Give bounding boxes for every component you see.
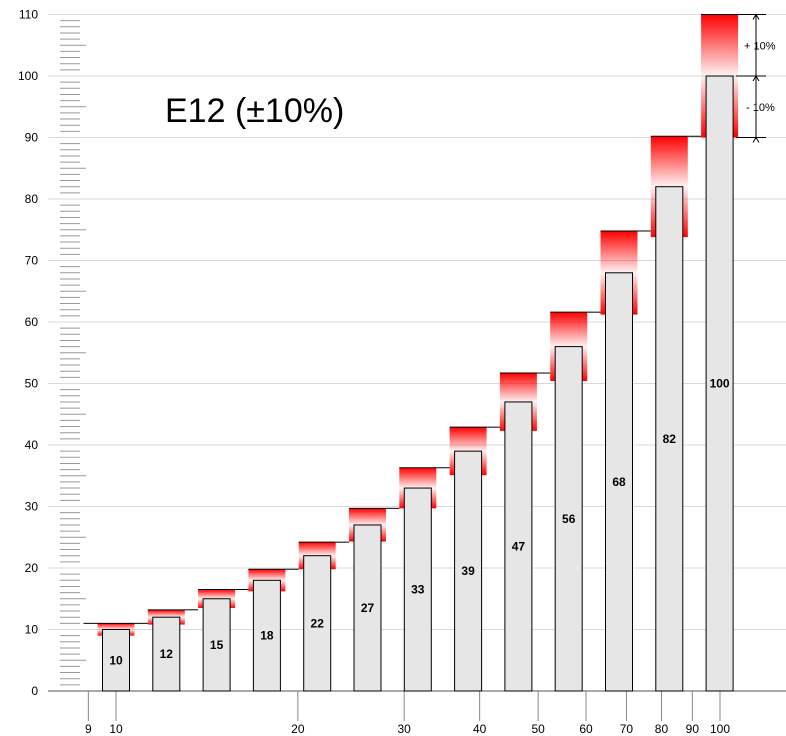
arrow-icon [752, 75, 760, 82]
y-tick-label: 70 [25, 254, 39, 268]
bar-value-label: 12 [160, 647, 174, 661]
bar [102, 629, 130, 692]
tolerance-upper-band [248, 569, 286, 581]
x-tick-label: 70 [620, 722, 634, 736]
tolerance-upper-band [550, 312, 588, 347]
y-tick-label: 30 [25, 500, 39, 514]
tolerance-upper-band [147, 609, 185, 618]
bar [353, 524, 382, 692]
tolerance-upper-band [198, 589, 236, 599]
tolerance-minus-label: - 10% [746, 102, 775, 114]
bar-value-label: 56 [562, 512, 576, 526]
tolerance-upper-band [600, 230, 638, 273]
x-tick-label: 100 [710, 722, 730, 736]
bar [504, 401, 533, 692]
tolerance-upper-band [499, 373, 537, 402]
bar-value-label: 82 [663, 432, 677, 446]
bar-value-label: 18 [260, 629, 274, 643]
bar [403, 487, 432, 692]
x-tick-label: 20 [291, 722, 305, 736]
tolerance-upper-band [97, 623, 135, 630]
bars [102, 75, 734, 692]
y-tick-label: 80 [25, 192, 39, 206]
chart-title: E12 (±10%) [165, 92, 344, 130]
tolerance-upper-band [298, 542, 336, 556]
x-tick-label: 60 [579, 722, 593, 736]
tolerance-upper-band [701, 14, 739, 76]
tolerance-upper-band [650, 136, 688, 187]
x-tick-label: 10 [109, 722, 123, 736]
y-tick-label: 90 [25, 131, 39, 145]
y-tick-labels: 0 10 20 30 40 50 60 70 80 90 100 110 [18, 8, 38, 699]
y-tick-label: 50 [25, 377, 39, 391]
bar-value-label: 39 [461, 564, 475, 578]
bar-value-label: 15 [210, 638, 224, 652]
x-tick-label: 90 [686, 722, 700, 736]
y-tick-label: 40 [25, 438, 39, 452]
y-tick-label: 0 [31, 684, 38, 698]
y-minor-ruler [60, 20, 86, 686]
bar [303, 555, 332, 692]
bar [202, 598, 231, 692]
bar-value-label: 22 [311, 616, 325, 630]
tolerance-plus-label: + 10% [744, 40, 776, 52]
tolerance-upper-band [399, 467, 437, 489]
x-tick-label: 50 [531, 722, 545, 736]
bar-value-label: 33 [411, 583, 425, 597]
bar [554, 346, 583, 692]
bar-value-label: 10 [109, 653, 123, 667]
tolerance-annotation: + 10% - 10% [736, 13, 776, 143]
bar [152, 616, 181, 692]
bar-value-label: 47 [512, 539, 526, 553]
y-tick-label: 110 [19, 8, 38, 22]
bar [655, 186, 684, 692]
y-tick-label: 100 [18, 69, 38, 83]
bar-value-label: 27 [361, 601, 375, 615]
x-tick-label: 9 [85, 722, 92, 736]
tolerance-upper-band [449, 427, 487, 452]
y-tick-label: 10 [25, 623, 39, 637]
bar-labels: 10 12 15 18 22 27 33 39 47 56 68 82 100 [109, 377, 730, 668]
y-tick-label: 60 [25, 315, 39, 329]
arrow-icon [752, 136, 760, 143]
bar [705, 75, 734, 692]
bar [605, 272, 633, 692]
x-tick-label: 40 [473, 722, 487, 736]
bar-value-label: 68 [612, 475, 626, 489]
x-tick-label: 80 [655, 722, 669, 736]
tolerance-upper-band [349, 508, 386, 525]
bar-value-label: 100 [710, 377, 730, 391]
bar [454, 450, 483, 692]
arrow-icon [752, 13, 760, 20]
bar [252, 579, 281, 692]
y-tick-label: 20 [25, 561, 39, 575]
x-tick-label: 30 [398, 722, 412, 736]
x-tick-labels: 9 10 20 30 40 50 60 70 80 90 100 [85, 691, 730, 736]
